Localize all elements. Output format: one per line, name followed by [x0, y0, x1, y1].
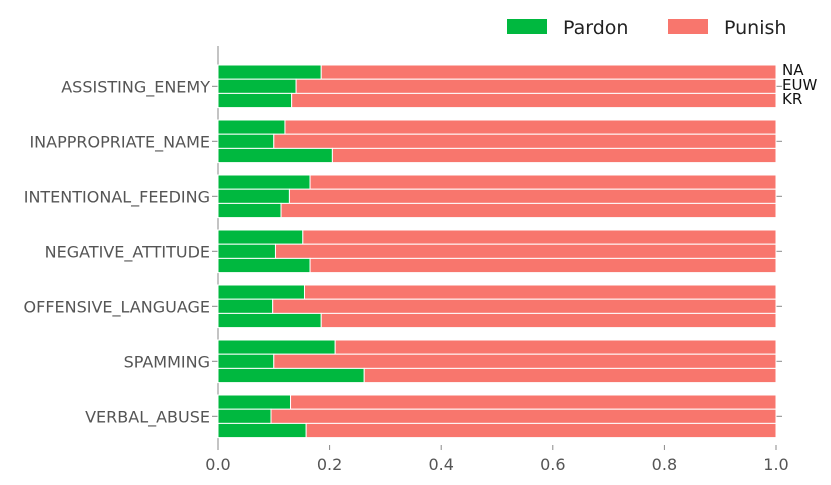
legend: Pardon Punish: [507, 17, 786, 39]
bar-pardon: [217, 78, 297, 94]
region-label-kr: KR: [782, 90, 802, 108]
bar-punish: [309, 174, 777, 190]
bar-punish: [274, 243, 777, 259]
x-tick-label: 0.8: [652, 455, 677, 474]
bar-punish: [302, 229, 777, 245]
bar-pardon: [217, 188, 290, 204]
bar-punish: [320, 64, 777, 80]
category-label: ASSISTING_ENEMY: [61, 77, 210, 97]
bar-punish: [291, 92, 777, 109]
bar-pardon: [217, 229, 304, 245]
category-label: SPAMMING: [124, 352, 210, 371]
bar-punish: [273, 353, 777, 369]
y-tick-labels: ASSISTING_ENEMY INAPPROPRIATE_NAME INTENTI…: [24, 77, 211, 427]
bar-punish: [320, 312, 777, 329]
bar-pardon: [217, 353, 275, 369]
bar-pardon: [217, 147, 333, 164]
x-tick-label: 0.4: [428, 455, 453, 474]
bar-punish: [272, 298, 777, 314]
legend-swatch-punish: [668, 19, 708, 34]
region-labels: NA EUW KR: [782, 61, 817, 108]
category-label: VERBAL_ABUSE: [85, 407, 210, 427]
bar-pardon: [217, 394, 292, 410]
bar-pardon: [217, 243, 276, 259]
bar-punish: [288, 188, 777, 204]
bar-punish: [273, 133, 777, 149]
legend-swatch-pardon: [507, 19, 547, 34]
region-label-euw: EUW: [782, 76, 817, 94]
category-label: NEGATIVE_ATTITUDE: [45, 242, 210, 262]
bar-punish: [284, 119, 777, 135]
x-tick-label: 0.2: [317, 455, 342, 474]
bar-pardon: [217, 312, 322, 329]
x-tick-labels: 0.0 0.2 0.4 0.6 0.8 1.0: [205, 455, 788, 474]
category-label: INAPPROPRIATE_NAME: [29, 132, 210, 152]
bar-punish: [331, 147, 777, 164]
bar-pardon: [217, 257, 311, 274]
bar-pardon: [217, 174, 311, 190]
legend-label-punish: Punish: [724, 17, 786, 39]
bar-punish: [270, 408, 777, 424]
bar-pardon: [217, 64, 322, 80]
bar-punish: [303, 284, 777, 300]
legend-label-pardon: Pardon: [563, 17, 628, 39]
bar-pardon: [217, 422, 307, 439]
category-label: INTENTIONAL_FEEDING: [24, 187, 210, 207]
category-label: OFFENSIVE_LANGUAGE: [24, 297, 210, 317]
bar-pardon: [217, 284, 305, 300]
bar-pardon: [217, 202, 282, 219]
bar-punish: [295, 78, 777, 94]
x-tick-label: 0.0: [205, 455, 230, 474]
bar-punish: [305, 422, 777, 439]
bar-pardon: [217, 339, 336, 355]
bar-punish: [290, 394, 777, 410]
bars: [217, 64, 777, 439]
bar-pardon: [217, 408, 272, 424]
bar-pardon: [217, 133, 275, 149]
bar-punish: [363, 367, 777, 384]
bar-pardon: [217, 367, 365, 384]
bar-pardon: [217, 119, 286, 135]
bar-punish: [309, 257, 777, 274]
region-label-na: NA: [782, 61, 804, 79]
x-tick-label: 1.0: [763, 455, 788, 474]
bar-pardon: [217, 92, 293, 109]
bar-punish: [280, 202, 777, 219]
bar-punish: [334, 339, 777, 355]
x-tick-label: 0.6: [540, 455, 565, 474]
bar-pardon: [217, 298, 274, 314]
